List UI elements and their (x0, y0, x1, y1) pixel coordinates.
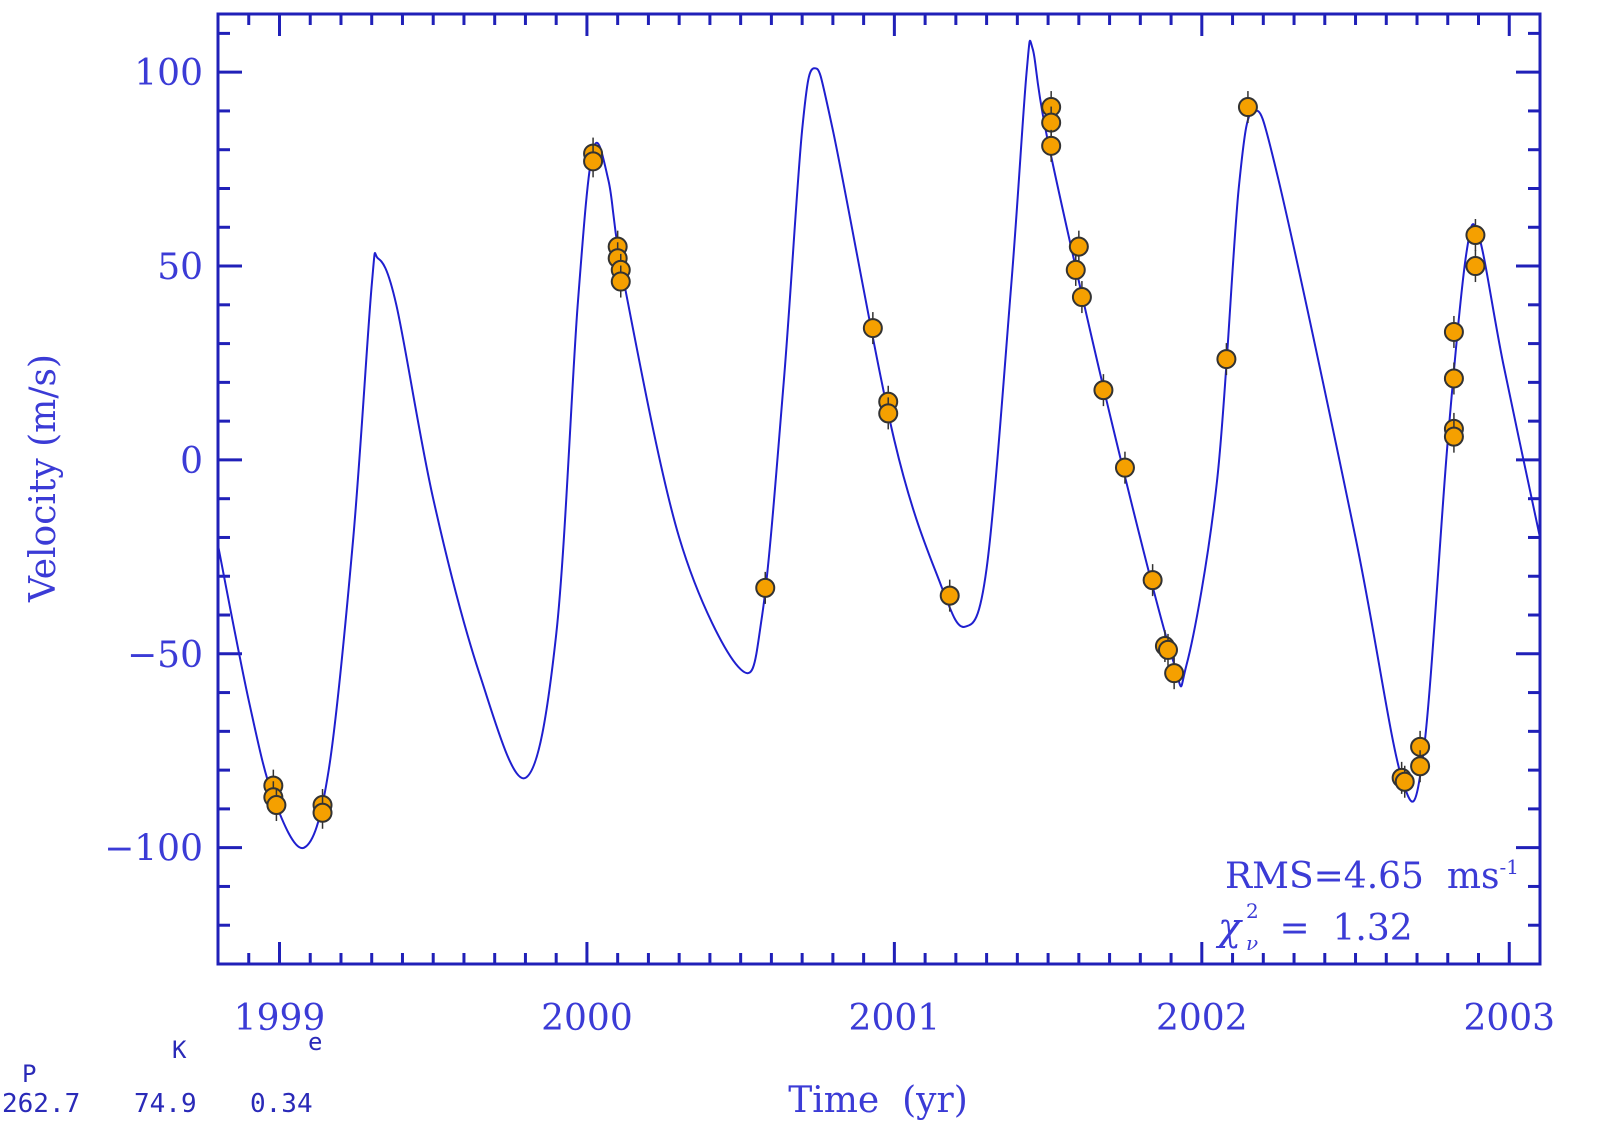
param-label-p: P (22, 1060, 36, 1088)
data-point (1216, 343, 1237, 376)
data-point-marker (1443, 426, 1464, 447)
chi-subscript: ν (1246, 931, 1258, 955)
x-tick-label: 2002 (1156, 998, 1248, 1039)
data-point-marker (1071, 287, 1092, 308)
param-label-k: K (172, 1036, 187, 1064)
data-point (1443, 362, 1464, 395)
data-point-marker (1041, 112, 1062, 133)
data-point (1443, 315, 1464, 348)
rms-superscript: -1 (1499, 855, 1518, 879)
data-point-marker (1068, 236, 1089, 257)
data-point-marker (1465, 225, 1486, 246)
data-point (1410, 750, 1431, 783)
data-point-marker (1394, 771, 1415, 792)
data-point-marker (1465, 256, 1486, 277)
data-point-marker (878, 403, 899, 424)
data-point-marker (1157, 639, 1178, 660)
data-point (1114, 451, 1135, 484)
data-point (583, 145, 604, 178)
data-point-marker (755, 577, 776, 598)
data-point (1394, 765, 1415, 798)
data-point-marker (862, 318, 883, 339)
data-point (1065, 253, 1086, 286)
data-point (939, 579, 960, 612)
fit-curve (218, 39, 1540, 849)
x-tick-label: 1999 (234, 998, 326, 1039)
data-point (610, 265, 631, 298)
param-value-p: 262.7 (2, 1089, 80, 1119)
data-point-marker (312, 802, 333, 823)
rms-annotation: RMS=4.65 ms-1 (1225, 855, 1519, 897)
y-tick-label: −50 (127, 635, 203, 676)
chi-value: = 1.32 (1268, 908, 1413, 949)
data-point (1465, 219, 1486, 252)
data-point (1237, 91, 1258, 124)
axis-layer: 1999 2000 2001 2002 2003 100 50 0 −50 −100 (104, 14, 1555, 1039)
data-point (1164, 657, 1185, 690)
data-point (1093, 374, 1114, 407)
data-point (1465, 250, 1486, 283)
data-point-marker (266, 795, 287, 816)
rms-text: RMS=4.65 ms (1225, 856, 1499, 897)
data-point (312, 796, 333, 829)
y-axis-label: Velocity (m/s) (23, 354, 64, 603)
param-label-e: e (308, 1028, 322, 1056)
param-value-k: 74.9 (134, 1089, 197, 1119)
data-point (1142, 564, 1163, 597)
data-point-marker (939, 585, 960, 606)
data-point-marker (1065, 259, 1086, 280)
chi-symbol: χ (1215, 905, 1243, 949)
data-point-marker (1093, 380, 1114, 401)
data-point-marker (1443, 368, 1464, 389)
y-tick-label: 50 (157, 247, 203, 288)
data-point-marker (1443, 321, 1464, 342)
data-point (1071, 281, 1092, 314)
data-point-marker (1164, 663, 1185, 684)
plot-frame (216, 12, 1542, 966)
data-point-marker (583, 151, 604, 172)
data-point (1041, 129, 1062, 162)
y-tick-label: 0 (180, 441, 203, 482)
data-point-marker (1216, 349, 1237, 370)
data-point-marker (1142, 570, 1163, 591)
y-tick-label: 100 (134, 53, 203, 94)
data-point-marker (1114, 457, 1135, 478)
curve-layer (218, 39, 1540, 849)
data-point-marker (1410, 756, 1431, 777)
data-point (266, 789, 287, 822)
x-axis-label: Time (yr) (788, 1080, 968, 1121)
data-point (1068, 230, 1089, 263)
data-point-marker (1041, 135, 1062, 156)
points-layer (263, 91, 1486, 829)
data-point (1443, 420, 1464, 453)
y-tick-label: −100 (104, 829, 203, 870)
x-tick-label: 2000 (541, 998, 633, 1039)
data-point (862, 312, 883, 345)
data-point (1157, 633, 1178, 666)
x-tick-label: 2001 (849, 998, 941, 1039)
chi-superscript: 2 (1246, 899, 1259, 923)
data-point (878, 397, 899, 430)
x-tick-label: 2003 (1463, 998, 1555, 1039)
data-point-marker (1237, 97, 1258, 118)
data-point (755, 571, 776, 604)
param-value-e: 0.34 (250, 1089, 313, 1119)
data-point-marker (610, 271, 631, 292)
